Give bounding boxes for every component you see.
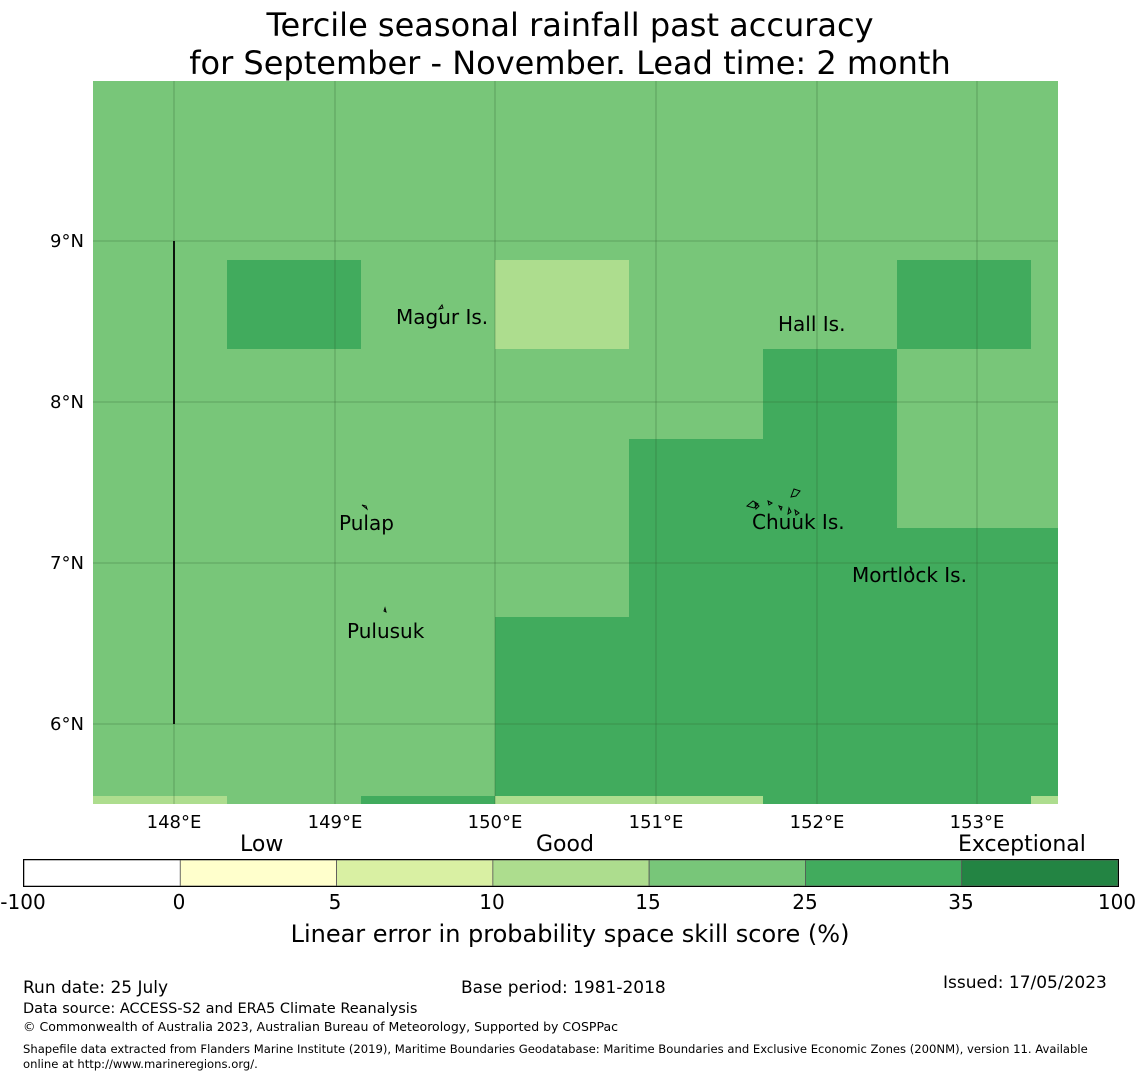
data-source: Data source: ACCESS-S2 and ERA5 Climate … (23, 1001, 418, 1017)
lon-label-152e: 152°E (789, 812, 845, 833)
legend-category-good: Good (536, 832, 594, 857)
skill-cell-magur-west (227, 260, 361, 349)
lon-label-148e: 148°E (146, 812, 202, 833)
legend-color-box (179, 859, 337, 887)
legend-title: Linear error in probability space skill … (290, 920, 850, 948)
lon-label-151e: 151°E (628, 812, 684, 833)
lat-label-7n: 7°N (50, 553, 84, 574)
lat-label-8n: 8°N (50, 392, 84, 413)
legend-color-box (336, 859, 494, 887)
legend-color-box (23, 859, 181, 887)
legend-tick-label: 35 (948, 890, 974, 914)
skill-strip-bottom-center (495, 796, 763, 804)
legend-colorbar-border (23, 859, 1119, 887)
legend-color-box (805, 859, 963, 887)
copyright: © Commonwealth of Australia 2023, Austra… (23, 1019, 618, 1034)
lon-label-150e: 150°E (467, 812, 523, 833)
lon-label-149e: 149°E (307, 812, 363, 833)
legend-tick-label: 10 (479, 890, 505, 914)
place-label-pulap: Pulap (339, 511, 394, 535)
legend-color-box (961, 859, 1119, 887)
island-outlines (361, 303, 913, 613)
run-date: Run date: 25 July (23, 978, 169, 998)
place-label-pulusuk: Pulusuk (347, 619, 425, 643)
place-label-magur: Magur Is. (396, 305, 489, 329)
legend-tick-label: 15 (635, 890, 661, 914)
legend-tick-label: -100 (0, 890, 46, 914)
legend-category-exceptional: Exceptional (958, 832, 1086, 857)
lat-label-6n: 6°N (50, 714, 84, 735)
legend-tick-label: 100 (1097, 890, 1137, 914)
legend-category-low: Low (240, 832, 284, 857)
shapefile-credit-line1: Shapefile data extracted from Flanders M… (23, 1042, 1088, 1056)
map-title-line1: Tercile seasonal rainfall past accuracy (266, 6, 874, 44)
base-period: Base period: 1981-2018 (461, 978, 666, 998)
skill-strip-bottom-east (1031, 796, 1058, 804)
place-label-mortlock: Mortlock Is. (852, 563, 967, 587)
lat-label-9n: 9°N (50, 231, 84, 252)
skill-strip-bottom-west (93, 796, 227, 804)
legend-tick-label: 5 (328, 890, 342, 914)
skill-cell-central-north (495, 260, 629, 349)
issued-date: Issued: 17/05/2023 (943, 973, 1107, 993)
skill-region-southeast (495, 349, 1058, 804)
legend-color-box (648, 859, 806, 887)
lon-label-153e: 153°E (949, 812, 1005, 833)
skill-strip-bottom-dark (361, 796, 495, 804)
skill-cell-east-upper (897, 260, 1031, 349)
legend-tick-label: 0 (172, 890, 186, 914)
map-title-line2: for September - November. Lead time: 2 m… (189, 44, 951, 82)
legend-tick-label: 25 (792, 890, 818, 914)
shapefile-credit-line2: online at http://www.marineregions.org/. (23, 1057, 258, 1071)
place-label-hall: Hall Is. (778, 312, 846, 336)
legend-colorbar (23, 859, 1119, 887)
legend-color-box (492, 859, 650, 887)
place-label-chuuk: Chuuk Is. (752, 510, 845, 534)
